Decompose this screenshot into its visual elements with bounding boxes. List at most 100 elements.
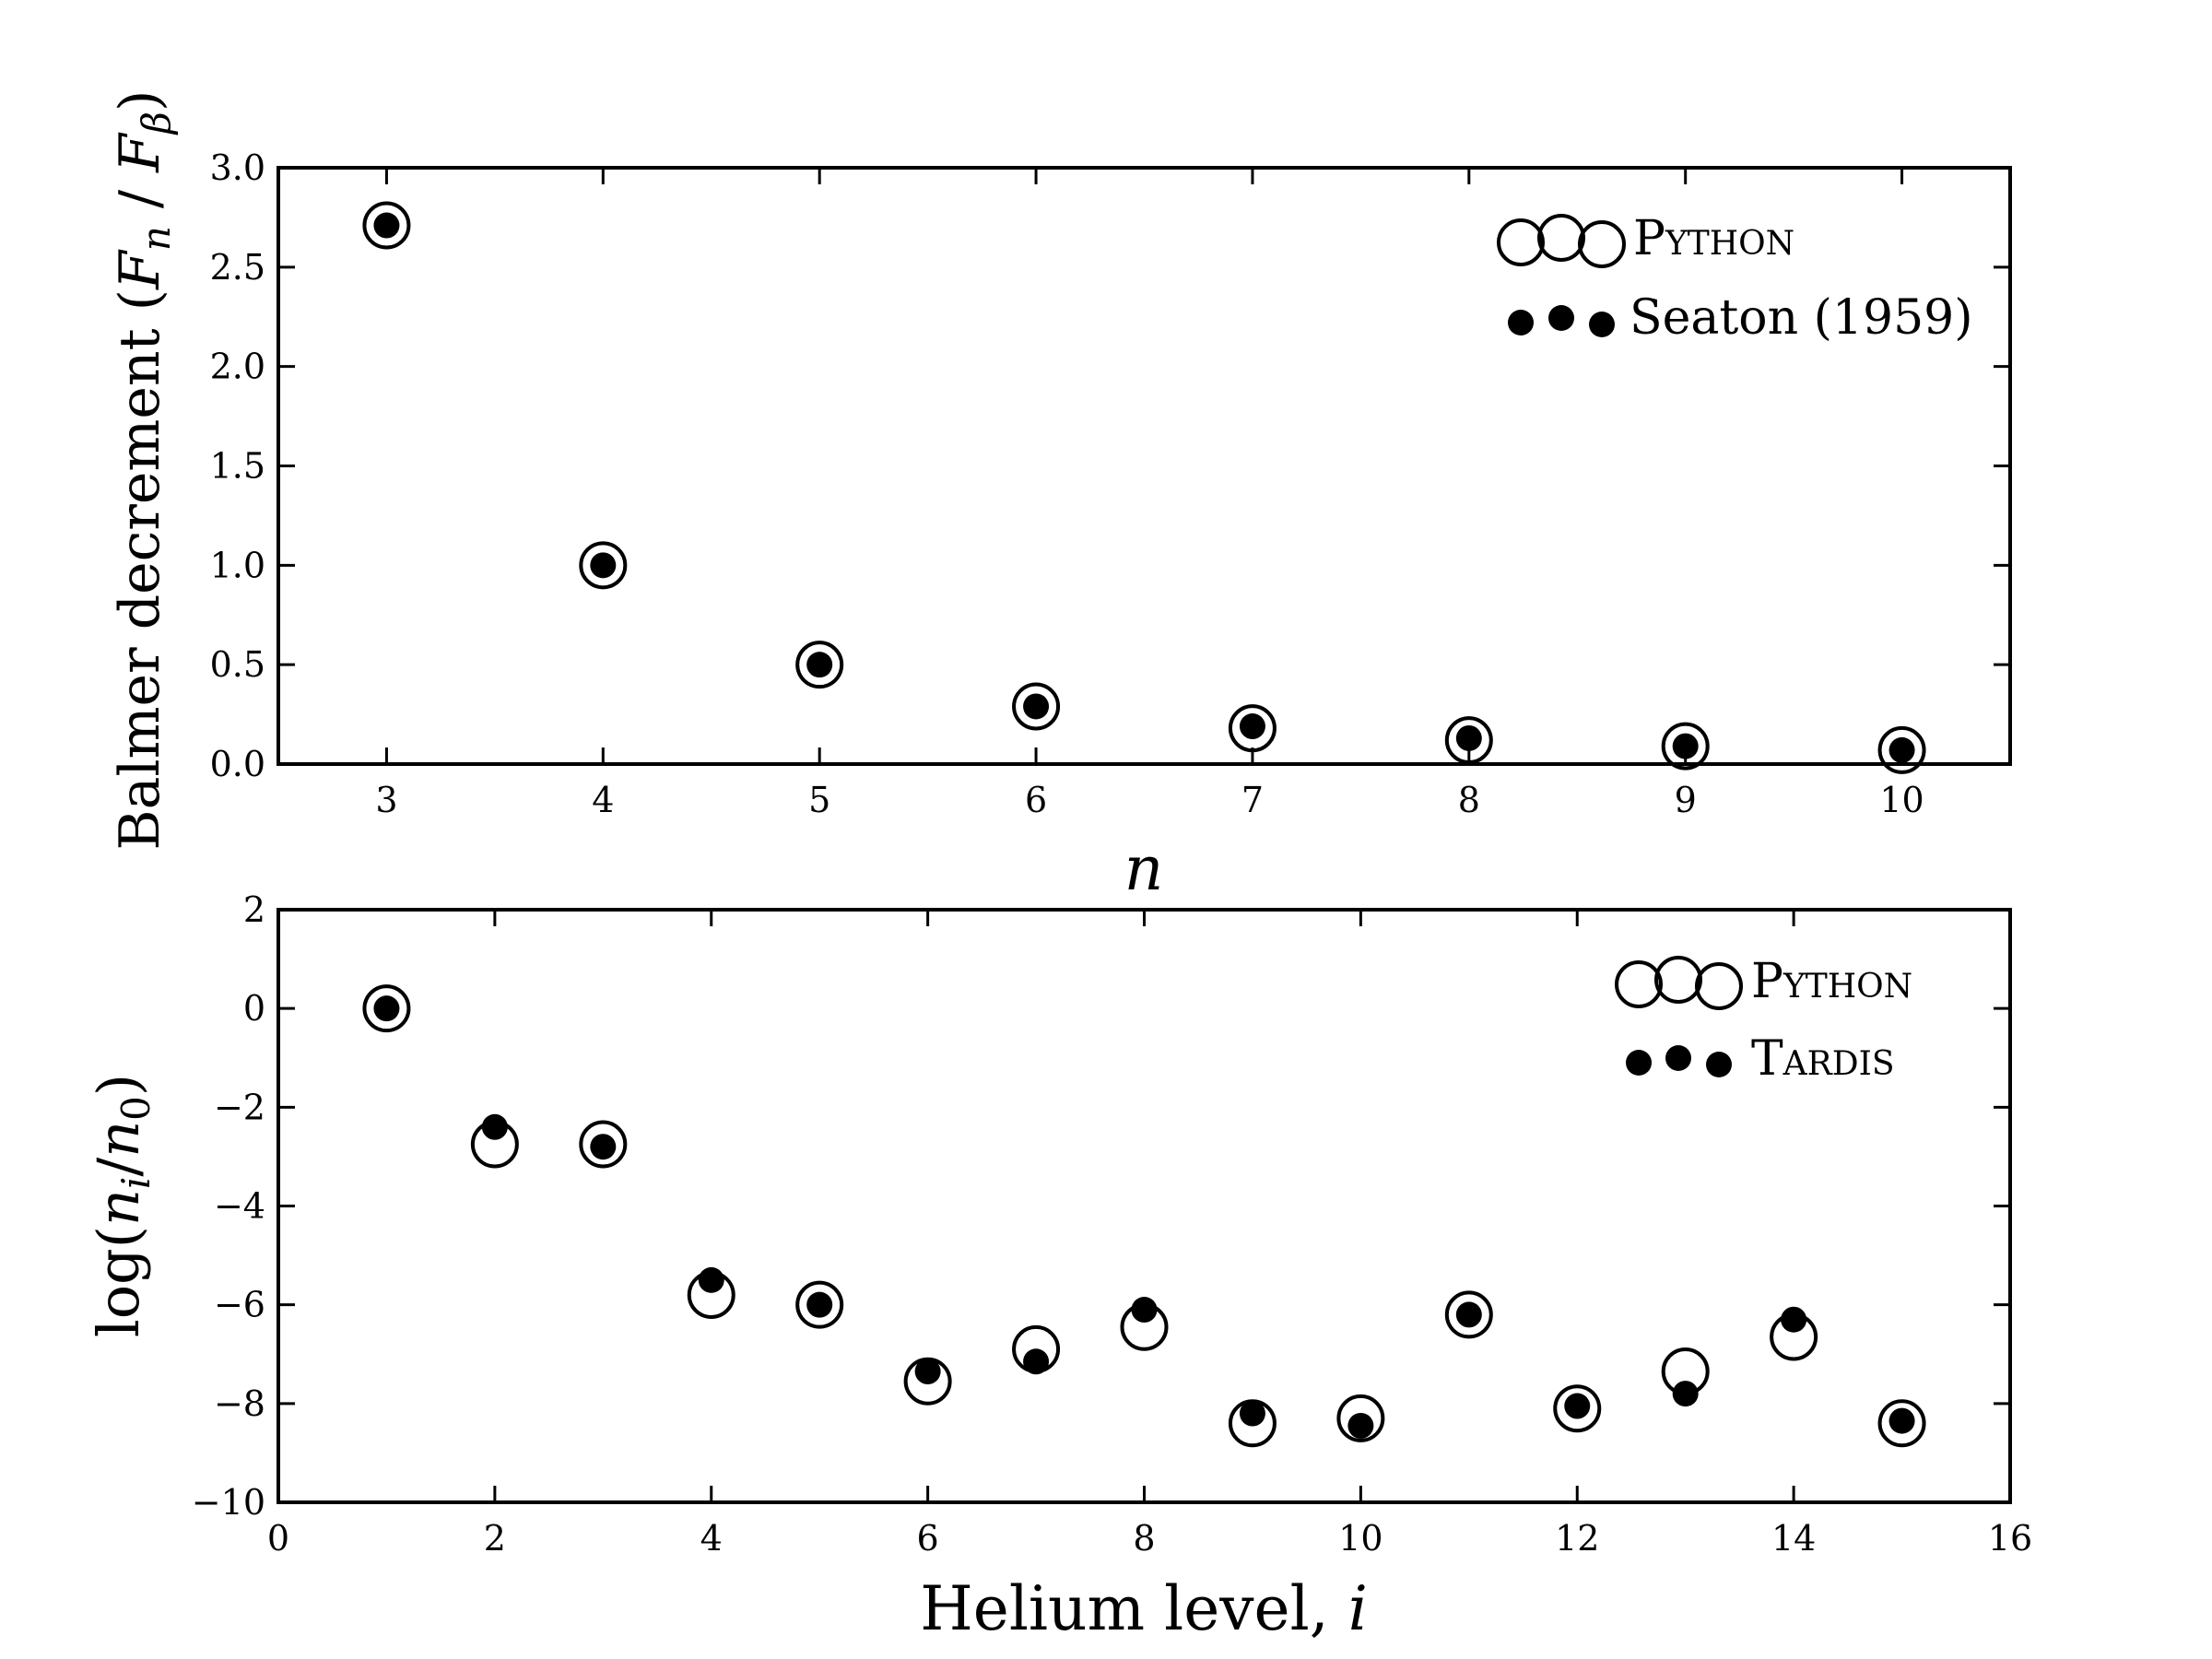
tardis-point [481, 1113, 508, 1140]
python-point [795, 1280, 844, 1329]
x-tick-label: 5 [808, 780, 830, 820]
legend-python-marker [1695, 962, 1743, 1010]
x-tick-label: 2 [484, 1518, 506, 1559]
panel-balmer: 3 4 5 6 7 8 9 10 0.0 0.5 1.0 1.5 2.0 2.5 3.0 Balmer de… [108, 90, 2012, 904]
panel-helium-xlabel: Helium level, i [920, 1573, 1368, 1644]
legend-seaton-marker [1508, 310, 1534, 335]
y-tick-label: −8 [214, 1383, 265, 1424]
tardis-point [1781, 1306, 1807, 1333]
python-point [1877, 1399, 1926, 1448]
seaton-point [373, 212, 400, 239]
x-tick-label: 3 [375, 780, 397, 820]
python-point [362, 201, 411, 250]
python-point [1661, 722, 1710, 771]
legend-python-marker [1497, 218, 1545, 266]
legend-tardis-marker [1626, 1050, 1652, 1076]
panel-balmer-ylabel: Balmer decrement (Fn / Fβ) [108, 90, 179, 851]
panel-helium-frame [276, 908, 2012, 1504]
svg-text:log(ni/n0): log(ni/n0) [85, 1074, 159, 1337]
x-tick-label: 9 [1675, 780, 1697, 820]
x-tick-label: 7 [1241, 780, 1264, 820]
panel-balmer-ticks: 3 4 5 6 7 8 9 10 0.0 0.5 1.0 1.5 2.0 2.5 3.0 [210, 147, 2010, 820]
legend-seaton-marker [1548, 305, 1574, 331]
panel-balmer-frame [276, 166, 2012, 766]
x-tick-label: 0 [267, 1518, 289, 1559]
seaton-point [1239, 713, 1265, 740]
legend-seaton-label: Seaton (1959) [1630, 290, 1973, 346]
y-tick-label: 1.5 [210, 446, 265, 487]
y-tick-label: 0 [243, 988, 265, 1029]
seaton-point [1023, 693, 1050, 720]
python-point [1444, 1290, 1493, 1339]
y-tick-label: −2 [214, 1087, 265, 1127]
legend-tardis-label: Tardis [1751, 1031, 1895, 1087]
legend-python-marker [1654, 956, 1702, 1004]
y-tick-label: 3.0 [210, 147, 265, 188]
x-tick-label: 12 [1555, 1518, 1599, 1559]
x-tick-label: 4 [700, 1518, 723, 1559]
x-tick-label: 10 [1879, 780, 1924, 820]
python-point [1228, 704, 1277, 753]
legend-tardis-marker [1706, 1052, 1732, 1077]
legend-python-marker [1578, 220, 1626, 268]
legend-tardis-marker [1665, 1045, 1691, 1071]
y-tick-label: 1.0 [210, 545, 265, 585]
x-tick-label: 10 [1338, 1518, 1382, 1559]
panel-helium-ticks: 0 2 4 6 8 10 12 14 16 −10 −8 −6 −4 −2 0 2 [192, 889, 2032, 1559]
seaton-point [590, 552, 617, 579]
tardis-point [806, 1291, 833, 1318]
seaton-point [1455, 724, 1482, 751]
tardis-point [1564, 1393, 1591, 1419]
python-point [795, 641, 844, 689]
python-point [1877, 725, 1926, 774]
panel-helium-marks [362, 984, 1926, 1448]
python-point [579, 1120, 628, 1169]
x-tick-label: 8 [1458, 780, 1480, 820]
python-point [1553, 1384, 1602, 1433]
tardis-point [1239, 1400, 1265, 1427]
x-tick-label: 16 [1988, 1518, 2032, 1559]
y-tick-label: 0.5 [210, 644, 265, 685]
y-tick-label: 2 [243, 889, 265, 930]
python-point [1336, 1394, 1385, 1442]
x-tick-label: 8 [1133, 1518, 1155, 1559]
legend-python-marker [1537, 214, 1585, 262]
panel-helium-ylabel: log(ni/n0) [85, 1074, 159, 1337]
legend-python-label: Python [1633, 211, 1794, 266]
y-tick-label: 0.0 [210, 744, 265, 784]
legend-python-label: Python [1751, 954, 1912, 1009]
seaton-point [1888, 736, 1915, 763]
legend-seaton-marker [1589, 312, 1615, 337]
tardis-point [698, 1266, 724, 1293]
x-tick-label: 14 [1771, 1518, 1816, 1559]
tardis-point [1888, 1407, 1915, 1434]
legend-python-marker [1615, 960, 1663, 1008]
tardis-point [914, 1359, 941, 1385]
x-tick-label: 4 [592, 780, 614, 820]
y-tick-label: −10 [192, 1482, 265, 1523]
tardis-point [1455, 1301, 1482, 1328]
y-tick-label: −6 [214, 1285, 265, 1325]
python-point [362, 984, 411, 1033]
tardis-point [1023, 1348, 1050, 1375]
y-tick-label: 2.5 [210, 247, 265, 288]
panel-helium-legend: Python Tardis [1615, 954, 1912, 1087]
panel-balmer-legend: Python Seaton (1959) [1497, 211, 1973, 346]
x-tick-label: 6 [1025, 780, 1047, 820]
python-point [1012, 682, 1061, 731]
python-point [579, 541, 628, 590]
panel-balmer-marks [362, 201, 1926, 774]
seaton-point [806, 652, 833, 678]
y-tick-label: −4 [214, 1186, 265, 1227]
tardis-point [1347, 1412, 1374, 1439]
x-tick-label: 6 [917, 1518, 939, 1559]
tardis-point [1131, 1297, 1158, 1324]
panel-helium: 0 2 4 6 8 10 12 14 16 −10 −8 −6 −4 −2 0 2 log(ni/n0) He… [85, 889, 2032, 1644]
panel-balmer-xlabel: n [1124, 833, 1164, 904]
tardis-point [590, 1134, 617, 1160]
tardis-point [373, 995, 400, 1022]
seaton-point [1672, 733, 1699, 759]
tardis-point [1672, 1381, 1699, 1407]
y-tick-label: 2.0 [210, 347, 265, 387]
